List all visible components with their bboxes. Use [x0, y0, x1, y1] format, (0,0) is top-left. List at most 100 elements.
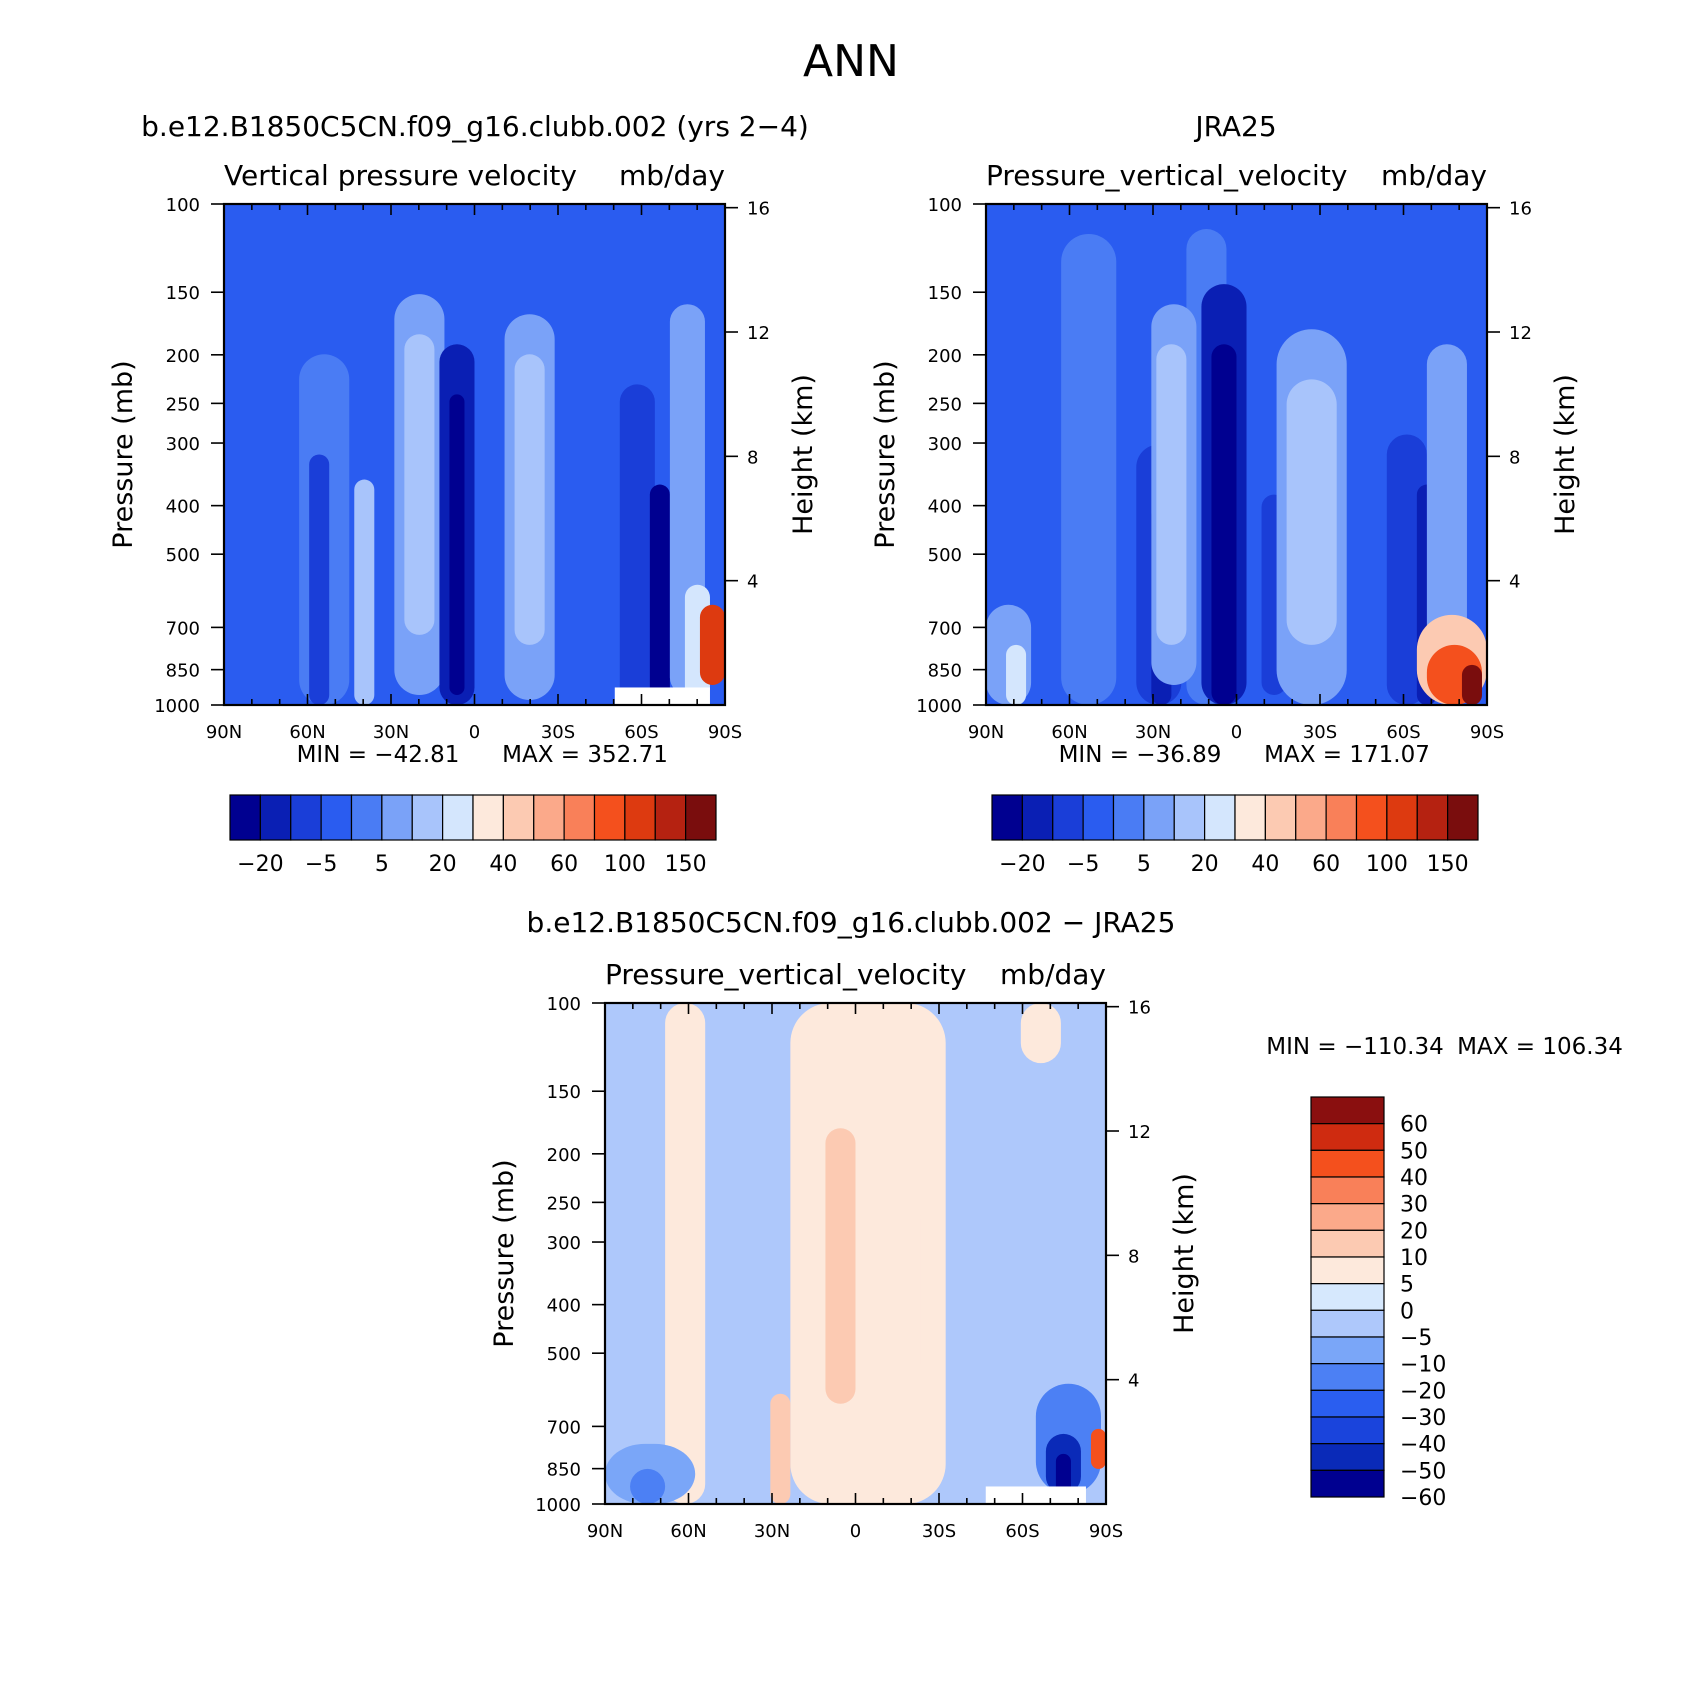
model-contour-12 — [309, 454, 330, 705]
model-contour-6 — [514, 354, 545, 645]
obs-colorbar-label: 60 — [1312, 852, 1340, 877]
obs-ytick-right-label: 16 — [1509, 199, 1532, 220]
diff-xtick-label: 0 — [850, 1521, 861, 1542]
diff-xtick-label: 60S — [1005, 1521, 1039, 1542]
obs-colorbar-label: 20 — [1191, 852, 1219, 877]
diff-subtitle: Pressure_vertical_velocity — [605, 958, 966, 991]
diff-contour-10 — [1055, 1453, 1071, 1494]
model-units: mb/day — [619, 159, 725, 192]
obs-ytick-label: 400 — [928, 497, 962, 518]
obs-ytick-label: 200 — [928, 346, 962, 367]
diff-contour-5 — [770, 1393, 791, 1504]
obs-ytick-label: 500 — [928, 545, 962, 566]
obs-colorbar-swatch — [1325, 794, 1358, 841]
model-missing-data — [614, 687, 710, 705]
model-colorbar-swatch — [624, 794, 656, 841]
figure-title: ANN — [803, 36, 899, 87]
obs-xtick-label: 60N — [1051, 722, 1087, 743]
diff-ytick-label: 200 — [547, 1145, 581, 1166]
diff-contour-11 — [1090, 1428, 1106, 1469]
diff-colorbar-swatch — [1310, 1283, 1385, 1311]
diff-ytick-label: 400 — [547, 1296, 581, 1317]
model-colorbar-swatch — [654, 794, 687, 841]
diff-contour-3 — [890, 1203, 921, 1379]
diff-colorbar-swatch — [1310, 1176, 1385, 1205]
diff-contour-field — [605, 1003, 1106, 1504]
diff-ytick-right-label: 4 — [1128, 1371, 1139, 1392]
diff-ytick-right-label: 16 — [1128, 998, 1151, 1019]
obs-colorbar-label: −5 — [1067, 852, 1099, 877]
diff-colorbar-label: −50 — [1400, 1459, 1446, 1484]
diff-panel-title: b.e12.B1850C5CN.f09_g16.clubb.002 − JRA2… — [527, 906, 1176, 939]
model-colorbar-swatch — [533, 794, 565, 841]
model-ytick-label: 850 — [166, 661, 200, 682]
diff-ytick-right-label: 12 — [1128, 1122, 1151, 1143]
model-colorbar-swatch — [259, 794, 292, 841]
model-colorbar: −20 −5 5 20 40 60 100 150 — [229, 794, 717, 877]
obs-colorbar-label: −20 — [999, 852, 1045, 877]
obs-colorbar: −20 −5 5 20 40 60 100 150 — [991, 794, 1479, 877]
model-colorbar-label: 60 — [550, 852, 578, 877]
obs-colorbar-label: 100 — [1366, 852, 1408, 877]
diff-contour-7 — [630, 1468, 666, 1504]
obs-colorbar-swatch — [1082, 794, 1115, 841]
obs-xtick-label: 0 — [1231, 722, 1242, 743]
obs-colorbar-swatch — [1386, 794, 1418, 841]
model-contour-4 — [449, 394, 465, 695]
obs-subtitle: Pressure_vertical_velocity — [986, 159, 1347, 192]
model-colorbar-swatch — [502, 794, 535, 841]
model-max-label: MAX = 352.71 — [502, 742, 668, 768]
model-contour-7 — [619, 384, 655, 705]
diff-colorbar-swatch — [1310, 1389, 1385, 1418]
model-panel-title: b.e12.B1850C5CN.f09_g16.clubb.002 (yrs 2… — [141, 110, 809, 143]
model-axes: 90N 60N 30N 0 30S 60S 90S 100 150 200 250 300 400 500… — [108, 159, 819, 743]
obs-colorbar-swatch — [1112, 794, 1145, 841]
obs-colorbar-swatch — [1204, 794, 1236, 841]
obs-axes: 90N 60N 30N 0 30S 60S 90S 100 150 200 250 300 400 500… — [870, 159, 1581, 743]
obs-colorbar-swatch — [1173, 794, 1206, 841]
diff-missing-data — [985, 1486, 1086, 1504]
obs-colorbar-label: 150 — [1427, 852, 1469, 877]
obs-ytick-label: 250 — [928, 394, 962, 415]
obs-ytick-label: 300 — [928, 434, 962, 455]
obs-ylabel: Pressure (mb) — [870, 360, 901, 548]
obs-units: mb/day — [1381, 159, 1487, 192]
model-ylabel-right: Height (km) — [788, 374, 819, 535]
diff-colorbar-swatch — [1310, 1363, 1385, 1391]
model-contour-2 — [404, 334, 435, 635]
model-ytick-right-label: 12 — [747, 323, 770, 344]
diff-colorbar-label: 5 — [1400, 1273, 1414, 1298]
obs-contour-5 — [1156, 344, 1187, 645]
diff-colorbar-label: −5 — [1400, 1326, 1432, 1351]
model-colorbar-label: 5 — [375, 852, 389, 877]
obs-ytick-right-label: 4 — [1509, 572, 1520, 593]
diff-colorbar-swatch — [1310, 1469, 1385, 1498]
diff-max-label: MAX = 106.34 — [1457, 1034, 1623, 1060]
model-min-label: MIN = −42.81 — [297, 742, 460, 768]
obs-xtick-label: 30S — [1303, 722, 1337, 743]
model-ytick-label: 100 — [166, 195, 200, 216]
diff-colorbar-label: −20 — [1400, 1379, 1446, 1404]
model-colorbar-label: 100 — [604, 852, 646, 877]
obs-contour-10 — [1286, 379, 1337, 645]
model-contour-8 — [649, 484, 670, 705]
model-colorbar-swatch — [290, 794, 322, 841]
model-colorbar-label: 20 — [429, 852, 457, 877]
model-colorbar-label: 40 — [489, 852, 517, 877]
model-colorbar-swatch — [320, 794, 353, 841]
obs-colorbar-swatch — [1416, 794, 1449, 841]
obs-colorbar-swatch — [1052, 794, 1084, 841]
diff-ytick-label: 1000 — [535, 1495, 581, 1516]
diff-ytick-right-label: 8 — [1128, 1246, 1139, 1267]
model-colorbar-swatch — [593, 794, 626, 841]
diff-contour-2 — [825, 1128, 856, 1404]
diff-colorbar-swatch — [1310, 1123, 1385, 1151]
diff-colorbar-label: 30 — [1400, 1193, 1428, 1218]
obs-contour-0 — [1061, 234, 1117, 705]
model-ytick-right-label: 16 — [747, 199, 770, 220]
model-ytick-right-label: 8 — [747, 447, 758, 468]
model-xtick-label: 60S — [624, 722, 658, 743]
obs-contour-field — [986, 204, 1487, 706]
model-xtick-label: 90S — [708, 722, 742, 743]
